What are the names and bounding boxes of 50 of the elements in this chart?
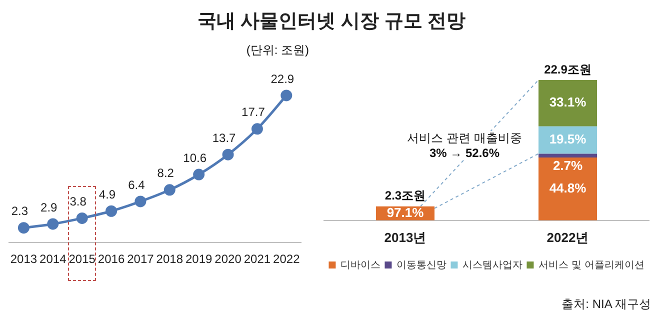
bar <box>538 158 597 220</box>
annotation: 19.5% <box>549 132 587 147</box>
annotation: 서비스 관련 매출비중 3% → 52.6% <box>407 131 522 160</box>
x-tick-label: 2013 <box>10 252 38 266</box>
annotation: 44.8% <box>549 180 587 196</box>
legend-label: 시스템사업자 <box>462 260 523 271</box>
x-tick-label: 2020 <box>214 252 242 266</box>
legend-label: 서비스 및 어플리케이션 <box>538 260 644 271</box>
data-label: 13.7 <box>212 130 236 145</box>
data-label: 3.8 <box>70 194 87 208</box>
annotation: 33.1% <box>549 94 587 110</box>
annotation: 2.7% <box>552 158 583 174</box>
x-tick-label: 2021 <box>244 252 271 266</box>
point <box>18 222 30 234</box>
x-tick-label: 2022 <box>273 252 300 266</box>
point <box>251 123 263 135</box>
x-tick-label: 2015 <box>68 252 96 266</box>
legend-label: 디바이스 <box>340 260 381 271</box>
data-label: 2.3 <box>11 204 28 218</box>
point <box>47 218 59 230</box>
point <box>280 90 292 102</box>
x-tick-label: 2018 <box>156 252 184 266</box>
bar <box>538 80 597 126</box>
x-tick-label: 2019 <box>185 252 213 266</box>
annotation: 97.1% <box>386 204 424 220</box>
point <box>164 184 176 196</box>
x-tick-label: 2022년 <box>546 230 589 245</box>
data-label: 2.9 <box>40 200 58 214</box>
text: 22.9조원 <box>544 62 592 76</box>
x-tick-label: 2013년 <box>384 230 426 245</box>
text: (단위: 조원) <box>246 43 309 57</box>
data-label: 8.2 <box>157 166 174 180</box>
point <box>106 205 118 217</box>
point <box>193 168 205 180</box>
x-tick-label: 2014 <box>40 252 67 266</box>
x-tick-label: 2017 <box>127 252 154 266</box>
data-label: 22.9 <box>270 72 294 86</box>
bar <box>538 154 597 158</box>
data-label: 10.6 <box>183 150 207 165</box>
annotation: 2.3조원 <box>384 188 426 203</box>
point <box>134 196 146 208</box>
legend-label: 이동통신망 <box>396 260 447 271</box>
x-tick-label: 2016 <box>98 252 125 266</box>
point <box>76 212 88 224</box>
data-label: 4.9 <box>98 187 116 202</box>
chart-title: 국내 사물인터넷 시장 규모 전망 <box>196 10 467 34</box>
data-label: 17.7 <box>242 105 266 120</box>
point <box>222 148 234 160</box>
source-note: 출처: NIA 재구성 <box>562 296 651 313</box>
data-label: 6.4 <box>128 178 146 192</box>
